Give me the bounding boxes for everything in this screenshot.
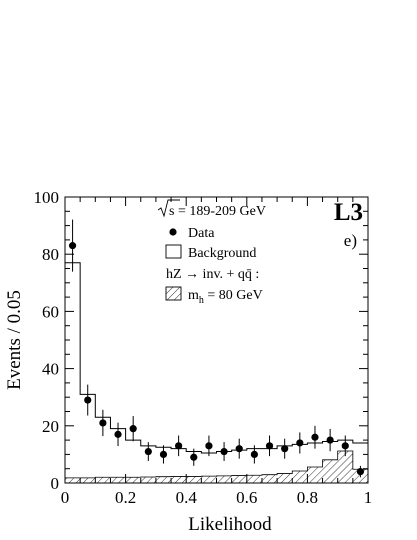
- data-point: [114, 430, 122, 438]
- signal-bin: [231, 475, 247, 483]
- signal-outline: [64, 450, 369, 483]
- legend-background-entry: Background: [165, 244, 256, 261]
- data-point: [235, 445, 243, 453]
- signal-bin: [292, 470, 308, 483]
- axis-ticks: 0 0.2 0.4 0.6 0.8 1 0 20 40 60 80 100: [34, 188, 373, 507]
- signal-bin: [80, 477, 96, 483]
- legend-signal-rest: = 80 GeV: [204, 288, 263, 303]
- data-point: [250, 450, 258, 458]
- background-step-line: [64, 262, 369, 483]
- signal-bin: [261, 474, 278, 483]
- data-point: [84, 396, 92, 404]
- y-tick-label: 20: [42, 417, 59, 436]
- signal-bin: [201, 476, 217, 483]
- y-tick-label: 40: [42, 360, 59, 379]
- signal-bin: [277, 473, 293, 483]
- y-tick-label: 80: [42, 245, 59, 264]
- y-tick-label: 0: [51, 474, 60, 493]
- legend-energy: s = 189-209 GeV: [157, 199, 266, 219]
- data-point: [311, 433, 319, 441]
- legend-data-entry: Data: [169, 226, 215, 241]
- signal-bin: [186, 476, 202, 483]
- signal-bin: [155, 476, 172, 483]
- data-point: [296, 439, 304, 447]
- legend-signal-sub: h: [199, 295, 204, 306]
- legend-signal-box: [165, 286, 182, 301]
- data-point: [356, 467, 365, 476]
- legend-signal-entry: mh = 80 GeV: [165, 286, 263, 306]
- legend: s = 189-209 GeV Data Background hZ → inv…: [157, 199, 266, 306]
- x-axis-label: Likelihood: [188, 514, 272, 535]
- legend-data-label: Data: [188, 226, 215, 241]
- legend-background-label: Background: [188, 246, 256, 261]
- data-point: [190, 453, 198, 461]
- y-axis-label: Events / 0.05: [4, 290, 25, 390]
- data-point: [144, 447, 152, 456]
- x-tick-label: 0.2: [115, 488, 136, 507]
- signal-bin: [65, 477, 81, 483]
- legend-background-box: [165, 244, 182, 259]
- signal-bin: [337, 450, 353, 483]
- x-tick-label: 0.6: [236, 488, 257, 507]
- data-point: [159, 450, 168, 458]
- panel-tag: e): [344, 231, 357, 250]
- signal-bin: [171, 476, 187, 483]
- data-points: [68, 219, 365, 478]
- y-tick-label: 100: [34, 188, 60, 207]
- x-tick-label: 0: [61, 488, 70, 507]
- svg-text:s = 189-209 GeV: s = 189-209 GeV: [169, 204, 266, 219]
- signal-bin: [125, 477, 141, 483]
- data-point: [175, 442, 183, 450]
- signal-bin: [95, 477, 111, 483]
- data-point: [129, 425, 137, 433]
- experiment-tag: L3: [334, 199, 363, 226]
- legend-signal-m: m: [188, 288, 199, 303]
- legend-data-marker: [169, 228, 177, 236]
- data-point: [265, 442, 274, 450]
- signal-bin: [322, 459, 338, 483]
- background-histogram: [64, 262, 369, 483]
- x-tick-label: 0.4: [176, 488, 198, 507]
- legend-signal-process: hZ → inv. + qq̄ :: [166, 267, 259, 282]
- signal-bin: [216, 475, 232, 483]
- plot-frame: [64, 196, 369, 484]
- signal-bin: [307, 466, 323, 483]
- data-point: [68, 242, 77, 250]
- sqrt-sign-icon: [157, 199, 180, 218]
- data-point: [220, 447, 228, 456]
- svg-text:mh = 80 GeV: mh = 80 GeV: [188, 288, 263, 306]
- signal-bin: [110, 477, 126, 483]
- signal-bin: [246, 475, 262, 483]
- data-point: [281, 445, 289, 453]
- y-tick-label: 60: [42, 302, 59, 321]
- legend-energy-text: s = 189-209 GeV: [169, 204, 266, 219]
- data-point: [341, 442, 349, 450]
- x-tick-label: 0.8: [297, 488, 318, 507]
- data-point: [99, 419, 107, 427]
- data-point: [326, 436, 334, 444]
- signal-histogram: [64, 450, 369, 483]
- x-tick-label: 1: [364, 488, 373, 507]
- signal-bin: [140, 476, 156, 483]
- data-point: [205, 442, 213, 450]
